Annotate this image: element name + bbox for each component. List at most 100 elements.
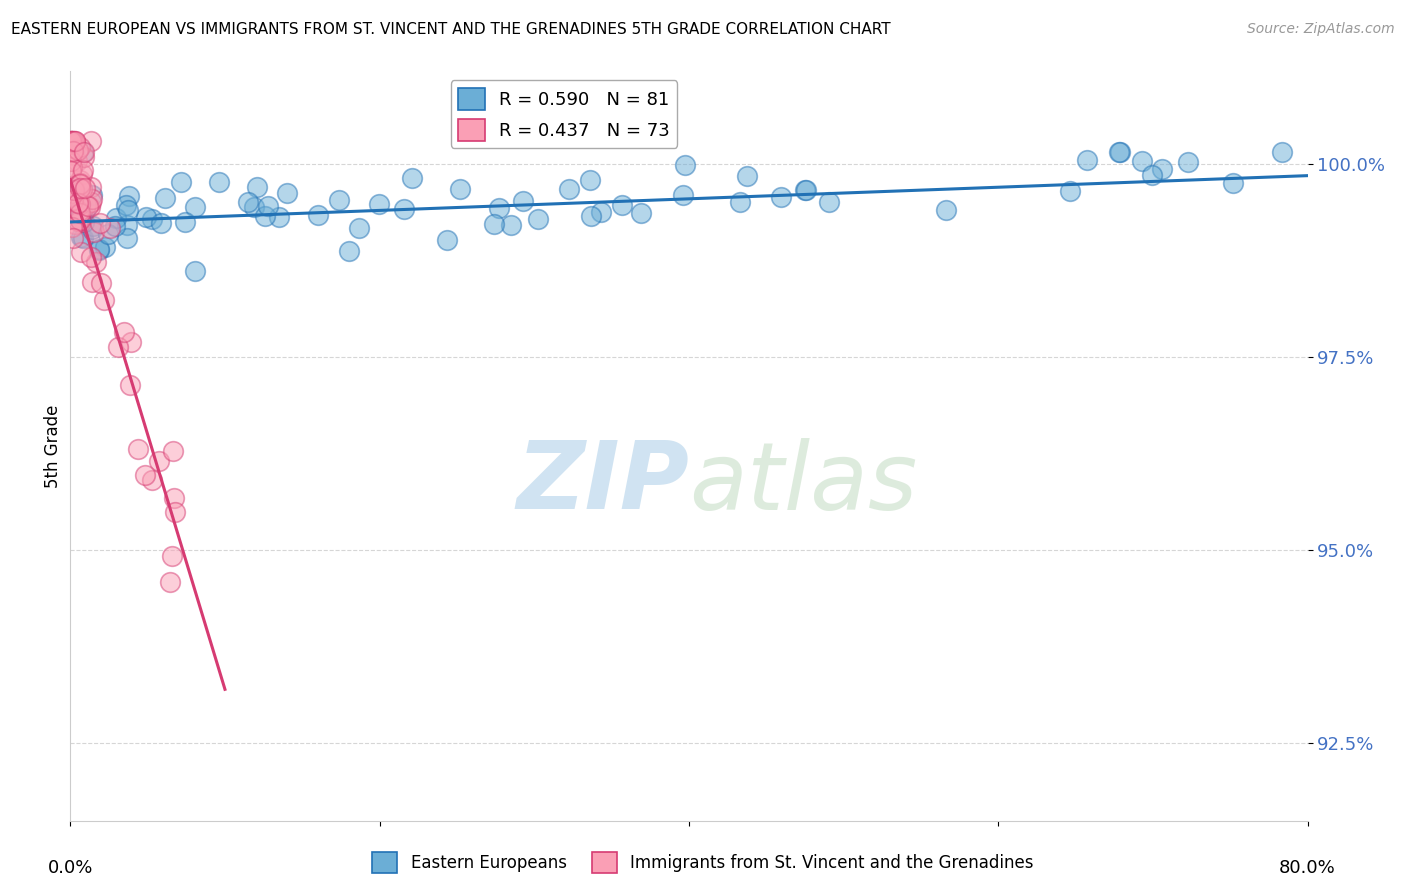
Point bbox=[60, 153, 83, 168]
Point bbox=[482, 217, 505, 231]
Point bbox=[67, 203, 90, 218]
Text: ZIP: ZIP bbox=[516, 437, 689, 530]
Point bbox=[69, 140, 91, 154]
Point bbox=[87, 243, 110, 257]
Point bbox=[276, 186, 298, 200]
Point bbox=[90, 277, 112, 291]
Point bbox=[80, 275, 103, 289]
Point bbox=[97, 227, 120, 241]
Point bbox=[82, 219, 104, 233]
Point bbox=[184, 264, 207, 278]
Point bbox=[72, 230, 94, 244]
Point bbox=[307, 208, 329, 222]
Point bbox=[89, 216, 111, 230]
Point bbox=[672, 187, 695, 202]
Point bbox=[1108, 145, 1130, 160]
Point bbox=[105, 211, 128, 225]
Point bbox=[254, 209, 277, 223]
Point bbox=[80, 250, 103, 264]
Point bbox=[337, 244, 360, 259]
Point bbox=[62, 134, 84, 148]
Point bbox=[1059, 184, 1081, 198]
Point bbox=[62, 186, 84, 200]
Point bbox=[66, 214, 89, 228]
Point bbox=[728, 194, 751, 209]
Point bbox=[62, 186, 84, 200]
Point bbox=[347, 220, 370, 235]
Point bbox=[148, 454, 170, 468]
Point bbox=[141, 211, 163, 226]
Point bbox=[328, 194, 350, 208]
Point bbox=[75, 198, 97, 212]
Point bbox=[60, 134, 83, 148]
Point bbox=[630, 206, 652, 220]
Point bbox=[104, 219, 127, 233]
Text: atlas: atlas bbox=[689, 438, 917, 529]
Point bbox=[127, 442, 149, 456]
Point bbox=[72, 167, 94, 181]
Point bbox=[120, 334, 142, 349]
Point bbox=[75, 203, 97, 218]
Point bbox=[60, 194, 83, 208]
Point bbox=[267, 210, 290, 224]
Point bbox=[118, 189, 141, 203]
Point bbox=[63, 134, 86, 148]
Point bbox=[60, 134, 83, 148]
Point bbox=[1108, 145, 1130, 160]
Point bbox=[98, 220, 121, 235]
Point bbox=[579, 209, 602, 223]
Point bbox=[60, 134, 83, 148]
Point bbox=[63, 136, 86, 150]
Point bbox=[579, 172, 602, 186]
Point bbox=[499, 218, 522, 232]
Point bbox=[70, 215, 93, 229]
Point bbox=[1130, 153, 1153, 168]
Point bbox=[84, 254, 107, 268]
Point bbox=[63, 148, 86, 162]
Point bbox=[73, 215, 96, 229]
Point bbox=[170, 175, 193, 189]
Point bbox=[160, 549, 183, 563]
Point bbox=[935, 202, 957, 217]
Point bbox=[80, 222, 103, 236]
Point bbox=[69, 176, 91, 190]
Point bbox=[1222, 177, 1244, 191]
Point bbox=[135, 210, 157, 224]
Point bbox=[70, 244, 93, 259]
Point bbox=[591, 205, 613, 219]
Point bbox=[93, 293, 115, 307]
Text: EASTERN EUROPEAN VS IMMIGRANTS FROM ST. VINCENT AND THE GRENADINES 5TH GRADE COR: EASTERN EUROPEAN VS IMMIGRANTS FROM ST. … bbox=[11, 22, 891, 37]
Point bbox=[83, 225, 105, 239]
Y-axis label: 5th Grade: 5th Grade bbox=[44, 404, 62, 488]
Point bbox=[794, 183, 817, 197]
Point bbox=[149, 216, 172, 230]
Point bbox=[155, 191, 177, 205]
Point bbox=[163, 491, 186, 505]
Point bbox=[367, 197, 389, 211]
Point bbox=[60, 195, 83, 210]
Point bbox=[80, 180, 103, 194]
Point bbox=[69, 196, 91, 211]
Point bbox=[69, 185, 91, 199]
Point bbox=[63, 136, 86, 151]
Legend: Eastern Europeans, Immigrants from St. Vincent and the Grenadines: Eastern Europeans, Immigrants from St. V… bbox=[366, 846, 1040, 880]
Point bbox=[66, 153, 89, 168]
Point bbox=[63, 183, 86, 197]
Point bbox=[80, 187, 103, 202]
Point bbox=[62, 193, 84, 207]
Point bbox=[69, 177, 91, 191]
Point bbox=[76, 199, 98, 213]
Point bbox=[118, 377, 141, 392]
Text: Source: ZipAtlas.com: Source: ZipAtlas.com bbox=[1247, 22, 1395, 37]
Point bbox=[257, 199, 280, 213]
Point bbox=[159, 575, 181, 590]
Point bbox=[673, 158, 696, 172]
Point bbox=[401, 170, 423, 185]
Point bbox=[162, 443, 184, 458]
Point bbox=[94, 240, 117, 254]
Text: 80.0%: 80.0% bbox=[1279, 859, 1336, 877]
Point bbox=[63, 134, 86, 148]
Point bbox=[80, 192, 103, 206]
Point bbox=[817, 194, 839, 209]
Point bbox=[60, 190, 83, 204]
